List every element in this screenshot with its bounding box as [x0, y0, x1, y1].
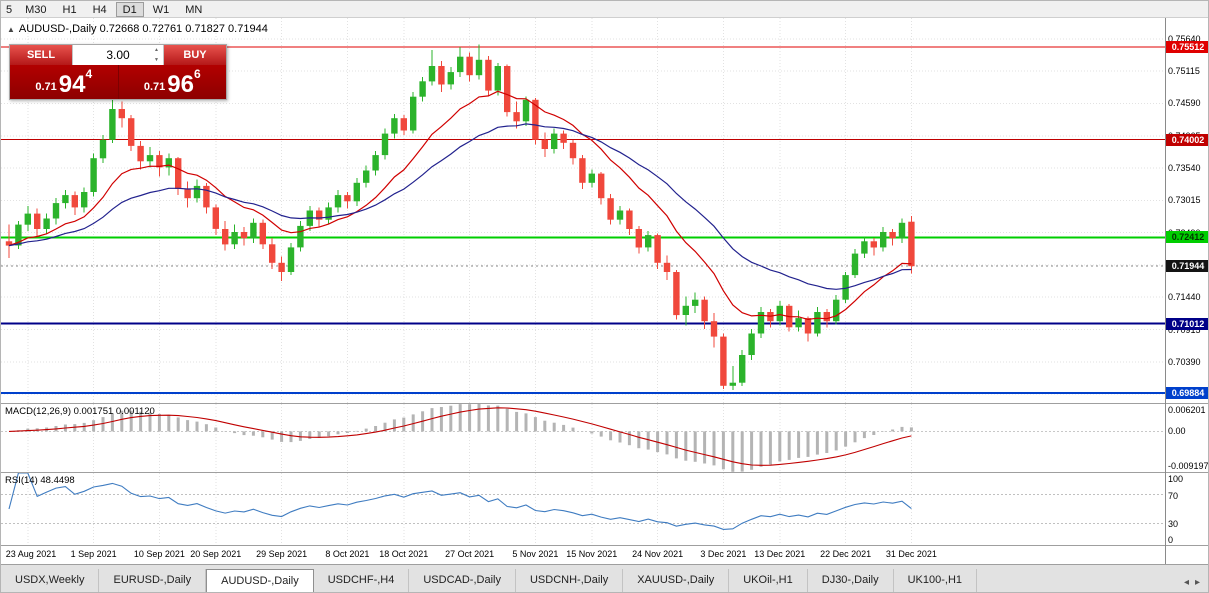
- chart-tab-audusd-daily[interactable]: AUDUSD-,Daily: [206, 569, 314, 592]
- price-axis-label: 0.75115: [1168, 66, 1200, 77]
- buy-button[interactable]: BUY: [164, 45, 226, 65]
- chart-tab-eurusd-daily[interactable]: EURUSD-,Daily: [99, 569, 207, 592]
- chart-area: ▲ AUDUSD-,Daily 0.72668 0.72761 0.71827 0…: [1, 18, 1209, 564]
- chart-tab-bar: USDX,Weekly EURUSD-,Daily AUDUSD-,Daily USD…: [1, 564, 1208, 592]
- chart-title-text: AUDUSD-,Daily 0.72668 0.72761 0.71827 0.…: [18, 23, 268, 35]
- price-chart-canvas[interactable]: [1, 18, 1165, 403]
- timeframe-button-5[interactable]: 5: [6, 3, 13, 16]
- chart-tab-usdx-weekly[interactable]: USDX,Weekly: [1, 569, 100, 592]
- macd-indicator-label: MACD(12,26,9) 0.001751 0.001120: [5, 406, 155, 417]
- date-axis-label: 20 Sep 2021: [190, 549, 242, 559]
- sell-price-big: 94: [58, 71, 86, 98]
- sell-price-display[interactable]: 0.71 94 4: [10, 65, 118, 99]
- rsi-axis-label: 100: [1168, 474, 1184, 484]
- macd-axis-label: 0.006201: [1168, 405, 1206, 415]
- volume-up-icon[interactable]: ▲: [154, 47, 159, 53]
- rsi-axis-label: 0: [1168, 535, 1174, 545]
- buy-price-pip: 6: [193, 67, 201, 81]
- date-axis-label: 23 Aug 2021: [5, 549, 57, 559]
- date-axis-label: 3 Dec 2021: [700, 549, 747, 559]
- panel-separator[interactable]: [1, 403, 1208, 404]
- date-axis-label: 5 Nov 2021: [512, 549, 559, 559]
- date-axis-label: 29 Sep 2021: [256, 549, 308, 559]
- price-axis-label: 0.70390: [1168, 356, 1201, 367]
- timeframe-toolbar: 5 M30 H1 H4 D1 W1 MN: [1, 1, 1208, 18]
- tab-scroll-left-icon[interactable]: ◂: [1183, 577, 1189, 588]
- date-axis-label: 10 Sep 2021: [133, 549, 185, 559]
- date-axis-label: 18 Oct 2021: [379, 549, 429, 559]
- price-badge-0-74002: 0.74002: [1166, 133, 1208, 146]
- panel-separator[interactable]: [1, 472, 1208, 473]
- price-badge-0-69884: 0.69884: [1166, 386, 1208, 399]
- price-badge-0-71944: 0.71944: [1166, 260, 1208, 273]
- price-axis-label: 0.73540: [1168, 163, 1201, 174]
- macd-axis-label: 0.00: [1168, 426, 1186, 437]
- chart-tab-dj30-daily[interactable]: DJ30-,Daily: [808, 569, 894, 592]
- chart-tab-usdcnh-daily[interactable]: USDCNH-,Daily: [516, 569, 624, 592]
- chart-tab-ukoil-h1[interactable]: UKOil-,H1: [729, 569, 808, 592]
- date-axis-label: 1 Sep 2021: [70, 549, 117, 559]
- timeframe-button-d1[interactable]: D1: [115, 1, 144, 17]
- buy-price-display[interactable]: 0.71 96 6: [118, 65, 226, 99]
- date-axis-label: 15 Nov 2021: [566, 549, 618, 559]
- price-axis-label: 0.73015: [1168, 195, 1201, 206]
- date-axis-label: 13 Dec 2021: [754, 549, 806, 559]
- price-badge-0-72412: 0.72412: [1166, 231, 1208, 244]
- macd-panel-canvas[interactable]: [1, 404, 1165, 472]
- collapse-panel-icon[interactable]: ▲: [7, 25, 15, 34]
- price-axis-label: 0.74590: [1168, 98, 1201, 109]
- price-axis-label: 0.71440: [1168, 292, 1201, 303]
- chart-tab-xauusd-daily[interactable]: XAUUSD-,Daily: [623, 569, 730, 592]
- volume-input[interactable]: 3.00 ▲ ▼: [72, 45, 164, 65]
- price-badge-0-71012: 0.71012: [1166, 317, 1208, 330]
- price-axis-divider: [1165, 18, 1166, 564]
- macd-axis-label: -0.009197: [1168, 461, 1209, 471]
- buy-price-big: 96: [167, 71, 194, 98]
- one-click-trading-panel: SELL 3.00 ▲ ▼ BUY 0.71 94 4 0.71: [9, 44, 227, 100]
- price-axis-label: 0.75640: [1168, 33, 1201, 44]
- timeframe-button-m30[interactable]: M30: [25, 3, 47, 16]
- rsi-panel-canvas[interactable]: [1, 473, 1165, 545]
- price-badge-0-75512: 0.75512: [1166, 40, 1208, 53]
- sell-price-prefix: 0.71: [35, 81, 57, 93]
- date-axis-label: 8 Oct 2021: [325, 549, 370, 559]
- volume-value: 3.00: [106, 48, 130, 62]
- rsi-indicator-label: RSI(14) 48.4498: [5, 475, 75, 486]
- volume-down-icon[interactable]: ▼: [154, 57, 159, 63]
- volume-spinner: ▲ ▼: [152, 46, 161, 64]
- date-axis-label: 27 Oct 2021: [445, 549, 495, 559]
- chart-tab-usdchf-h4[interactable]: USDCHF-,H4: [314, 569, 410, 592]
- date-axis-label: 24 Nov 2021: [632, 549, 684, 559]
- rsi-axis-label: 70: [1168, 490, 1179, 501]
- tab-scroll-controls: ◂ ▸: [1183, 577, 1208, 592]
- chart-tab-usdcad-daily[interactable]: USDCAD-,Daily: [409, 569, 516, 592]
- date-axis-label: 31 Dec 2021: [885, 549, 937, 559]
- sell-button[interactable]: SELL: [10, 45, 72, 65]
- chart-tab-uk100-h1[interactable]: UK100-,H1: [894, 569, 978, 592]
- rsi-axis-label: 30: [1168, 519, 1179, 530]
- timeframe-button-w1[interactable]: W1: [152, 3, 170, 16]
- timeframe-button-h4[interactable]: H4: [92, 3, 107, 16]
- chart-title: ▲ AUDUSD-,Daily 0.72668 0.72761 0.71827 0…: [7, 23, 268, 35]
- buy-price-prefix: 0.71: [143, 81, 166, 93]
- sell-price-pip: 4: [85, 67, 93, 81]
- date-axis-label: 22 Dec 2021: [820, 549, 872, 559]
- tab-scroll-right-icon[interactable]: ▸: [1194, 577, 1200, 588]
- panel-separator: [1, 545, 1208, 546]
- timeframe-button-mn[interactable]: MN: [185, 3, 203, 16]
- timeframe-button-h1[interactable]: H1: [62, 3, 77, 16]
